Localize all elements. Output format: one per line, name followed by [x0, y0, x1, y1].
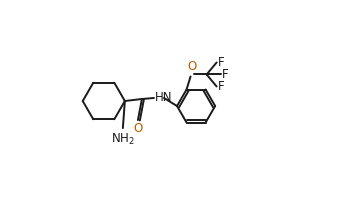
Text: NH$_2$: NH$_2$ [111, 132, 135, 147]
Text: F: F [218, 80, 224, 93]
Text: F: F [218, 56, 224, 69]
Text: O: O [133, 122, 143, 135]
Text: HN: HN [155, 92, 172, 104]
Text: O: O [187, 60, 196, 74]
Text: F: F [222, 68, 228, 81]
